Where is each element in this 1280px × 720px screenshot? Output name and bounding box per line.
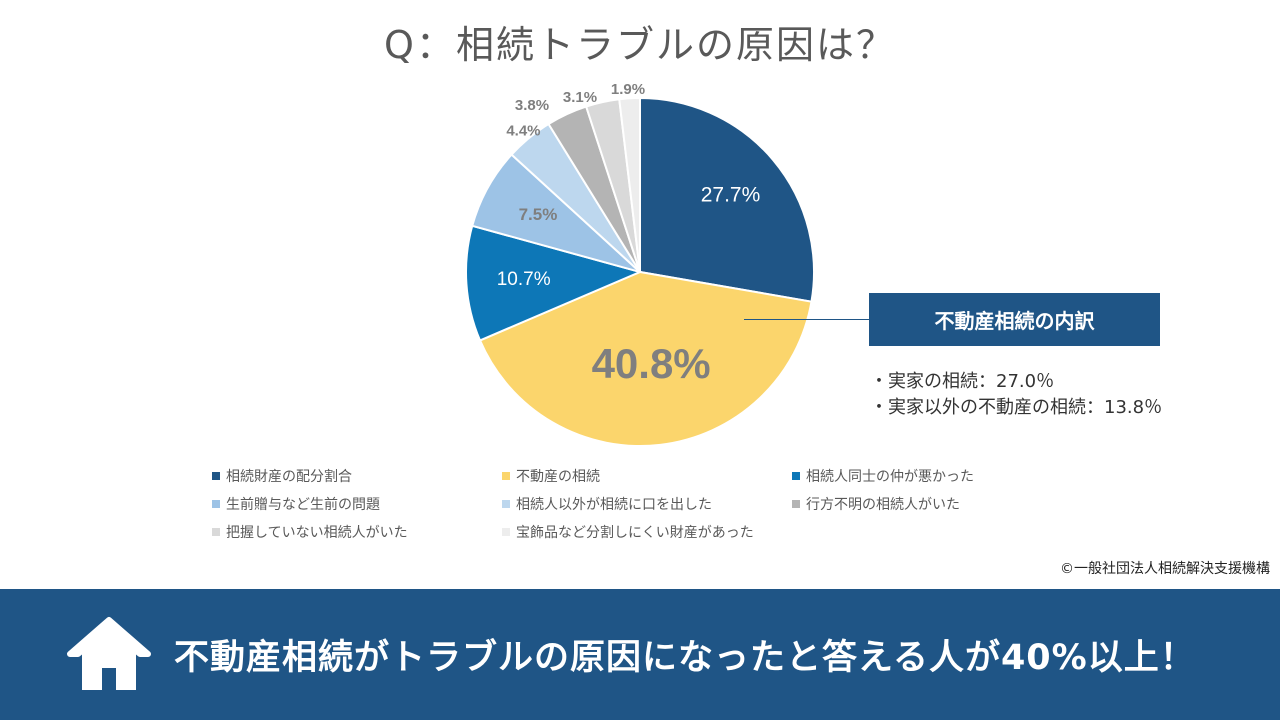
slice-label-4: 4.4% [506,122,540,139]
legend-swatch [212,500,220,508]
breakdown-item-home: ・実家の相続：27.0％ [870,371,1055,392]
slice-label-2: 10.7% [497,269,551,290]
legend-item: 相続人以外が相続に口を出した [502,494,792,514]
slice-label-0: 27.7% [701,183,761,206]
chart-legend: 相続財産の配分割合 不動産の相続 相続人同士の仲が悪かった生前贈与など生前の問題 相続… [212,466,1082,542]
breakdown-item-other: ・実家以外の不動産の相続：13.8％ [870,397,1163,418]
legend-label: 行方不明の相続人がいた [806,497,960,513]
pie-slice-1 [478,270,813,447]
legend-label: 把握していない相続人がいた [226,525,408,541]
legend-item: 不動産の相続 [502,466,792,486]
pie-slice-7 [618,96,641,273]
legend-swatch [792,500,800,508]
legend-swatch [212,528,220,536]
slice-label-7: 1.9% [611,81,645,98]
legend-item: 生前贈与など生前の問題 [212,494,502,514]
copyright-credit: ©一般社団法人相続解決支援機構 [1060,561,1270,577]
legend-item: 宝飾品など分割しにくい財産があった [502,522,792,542]
legend-swatch [792,472,800,480]
slice-label-6: 3.1% [563,89,597,106]
legend-item: 行方不明の相続人がいた [792,494,1082,514]
legend-label: 宝飾品など分割しにくい財産があった [516,525,754,541]
legend-item: 把握していない相続人がいた [212,522,502,542]
slice-label-5: 3.8% [515,97,549,114]
legend-swatch [502,472,510,480]
house-icon [67,616,151,690]
pie-chart: 27.7% 40.8% 10.7% 7.5% 4.4% 3.8% 3.1% 1.9% [465,81,815,447]
legend-item: 相続財産の配分割合 [212,466,502,486]
legend-item: 相続人同士の仲が悪かった [792,466,1082,486]
chart-title: Q：相続トラブルの原因は？ [384,23,896,67]
slice-label-1: 40.8% [592,340,711,387]
legend-swatch [212,472,220,480]
legend-label: 不動産の相続 [516,469,600,485]
legend-label: 相続人同士の仲が悪かった [806,469,974,485]
slice-label-3: 7.5% [519,205,558,224]
legend-swatch [502,500,510,508]
callout-breakdown: ・実家の相続：27.0％ ・実家以外の不動産の相続：13.8％ [870,369,1162,421]
conclusion-banner: 不動産相続がトラブルの原因になったと答える人が40%以上！ [0,589,1280,720]
pie-slice-2 [465,224,644,342]
callout-title: 不動産相続の内訳 [869,293,1160,346]
legend-swatch [502,528,510,536]
legend-label: 相続財産の配分割合 [226,469,352,485]
banner-text: 不動産相続がトラブルの原因になったと答える人が40%以上！ [174,638,1196,678]
callout-connector [744,319,869,320]
legend-label: 相続人以外が相続に口を出した [516,497,712,513]
pie-slice-0 [639,96,815,303]
legend-label: 生前贈与など生前の問題 [226,497,380,513]
